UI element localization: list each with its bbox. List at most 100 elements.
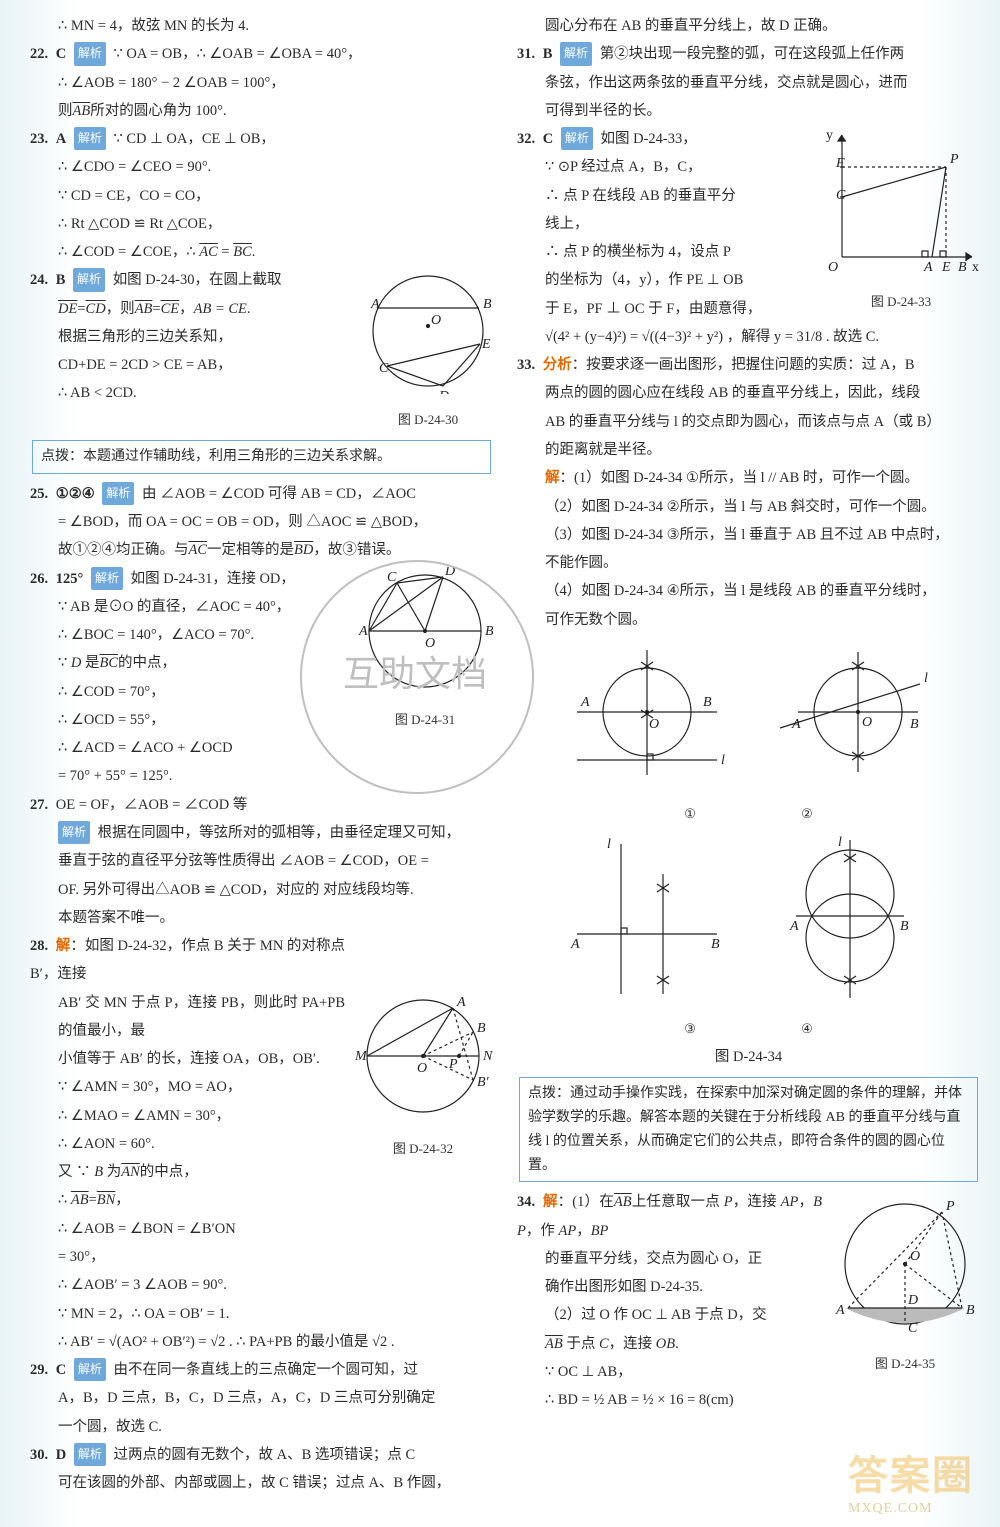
svg-text:B′: B′	[477, 1075, 490, 1090]
index: 25.	[30, 486, 48, 502]
tag-icon: 解析	[560, 42, 592, 65]
svg-text:l: l	[607, 837, 611, 852]
q29: 29. C 解析 由不在同一条直线上的三点确定一个圆可知，过	[30, 1356, 493, 1384]
line: 一个圆，故选 C.	[30, 1413, 493, 1441]
figure-d-24-31: AB O CD 图 D-24-31	[357, 567, 493, 733]
index: 26.	[30, 571, 48, 587]
svg-text:A: A	[580, 695, 590, 710]
q33: 33. 分析：按要求逐一画出图形，把握住问题的实质：过 A，B	[517, 351, 980, 379]
svg-text:N: N	[482, 1049, 493, 1064]
line: ∴ MN = 4，故弦 MN 的长为 4.	[30, 12, 493, 40]
tag-icon: 解析	[73, 268, 105, 291]
line: ∴ AB′ = √(AO² + OB′²) = √2 . ∴ PA+PB 的最小…	[30, 1328, 493, 1356]
logo-text: 答案圈	[848, 1443, 974, 1501]
text: 由不在同一条直线上的三点确定一个圆可知，过	[114, 1362, 419, 1378]
svg-text:O: O	[425, 636, 435, 651]
line: = 70° + 55° = 125°.	[30, 762, 493, 790]
text: 第②块出现一段完整的弧，可在这段弧上任作两	[600, 46, 905, 62]
svg-text:M: M	[354, 1049, 368, 1064]
line: √(4² + (y−4)²) = √((4−3)² + y²) ，解得 y = …	[517, 323, 980, 351]
svg-text:A: A	[789, 919, 799, 934]
svg-text:l: l	[721, 753, 725, 768]
svg-text:O: O	[431, 313, 441, 328]
svg-text:D: D	[907, 1293, 918, 1308]
answer: C	[56, 1362, 66, 1378]
fig-caption: 图 D-24-33	[822, 289, 980, 314]
line: ∴ ∠ACD = ∠ACO + ∠OCD	[30, 734, 493, 762]
sub-label: ②	[801, 806, 813, 821]
svg-text:O: O	[417, 1061, 427, 1076]
index: 33.	[517, 357, 535, 373]
line: 故①②④均正确。与AC一定相等的是BD，故③错误。	[30, 536, 493, 564]
logo-watermark: 答案圈 MXQE.COM	[848, 1443, 974, 1517]
dianbo-box: 点拨：本题通过作辅助线，利用三角形的三边关系求解。	[32, 440, 491, 474]
answer: OE = OF，∠AOB = ∠COD 等	[56, 797, 248, 813]
svg-text:B: B	[910, 717, 919, 732]
svg-text:y: y	[826, 128, 833, 143]
text: ：(1）在AB上任意取一点 P，连接 AP，BP，作 AP，BP	[517, 1194, 822, 1238]
svg-text:B: B	[483, 297, 492, 312]
index: 23.	[30, 131, 48, 147]
svg-text:C: C	[836, 188, 846, 203]
line: 解：(1）如图 D-24-34 ①所示，当 l // AB 时，可作一个圆。	[517, 464, 980, 492]
answer: B	[56, 272, 66, 288]
answer: A	[56, 131, 66, 147]
index: 27.	[30, 797, 48, 813]
sub-label: ①	[684, 806, 696, 821]
line: 垂直于弦的直径平分弦等性质得出 ∠AOB = ∠COD，OE =	[30, 847, 493, 875]
text: 如图 D-24-30，在圆上截取	[113, 272, 282, 288]
tag-icon: 解析	[74, 42, 106, 65]
line: ∴ BD = ½ AB = ½ × 16 = 8(cm)	[517, 1386, 980, 1414]
svg-text:B: B	[966, 1303, 975, 1318]
svg-text:A: A	[456, 995, 466, 1010]
right-col: 圆心分布在 AB 的垂直平分线上，故 D 正确。 31. B 解析 第②块出现一…	[517, 12, 980, 1497]
index: 30.	[30, 1447, 48, 1463]
coord-icon: x y O F C P A E B	[822, 127, 980, 277]
q25: 25. ①②④ 解析 由 ∠AOB = ∠COD 可得 AB = CD，∠AOC	[30, 480, 493, 508]
line: 则AB所对的圆心角为 100°.	[30, 97, 493, 125]
line: ∴ Rt △COD ≌ Rt △COE，	[30, 210, 493, 238]
circle-icon: O AB CE D	[363, 268, 493, 394]
answer: D	[56, 1447, 66, 1463]
text: ∵ OA = OB，∴ ∠OAB = ∠OBA = 40°，	[114, 46, 362, 62]
index: 32.	[517, 131, 535, 147]
answer: ①②④	[56, 486, 95, 502]
line: = ∠BOD，而 OA = OC = OB = OD，则 △AOC ≌ △BOD…	[30, 508, 493, 536]
keyword: 解	[543, 1194, 558, 1210]
fig-caption: 图 D-24-31	[357, 707, 493, 732]
circle-icon: MN O A B B′ P	[353, 992, 493, 1124]
sub-label: ④	[801, 1021, 813, 1036]
index: 29.	[30, 1362, 48, 1378]
logo-url: MXQE.COM	[848, 1501, 974, 1517]
line: ∴ ∠AOB = 180° − 2 ∠OAB = 100°，	[30, 69, 493, 97]
fig-caption: 图 D-24-34	[517, 1043, 980, 1071]
svg-text:A: A	[835, 1303, 845, 1318]
text: 如图 D-24-33，	[601, 131, 697, 147]
tag-icon: 解析	[58, 821, 90, 844]
q31: 31. B 解析 第②块出现一段完整的弧，可在这段弧上任作两	[517, 40, 980, 68]
tag-icon: 解析	[74, 127, 106, 150]
svg-text:O: O	[649, 717, 659, 732]
tag-icon: 解析	[102, 482, 134, 505]
svg-text:O: O	[910, 1249, 920, 1264]
sub-label: ③	[684, 1021, 696, 1036]
svg-text:F: F	[835, 156, 845, 171]
q22: 22. C 解析 ∵ OA = OB，∴ ∠OAB = ∠OBA = 40°，	[30, 40, 493, 68]
line: OF. 另外可得出△AOB ≌ △COD，对应的 对应线段均等.	[30, 876, 493, 904]
svg-text:C: C	[387, 570, 397, 585]
svg-text:B: B	[703, 695, 712, 710]
svg-text:P: P	[448, 1057, 458, 1072]
line: ∴ ∠AOB′ = 3 ∠AOB = 90°.	[30, 1271, 493, 1299]
text: ：如图 D-24-32，作点 B 关于 MN 的对称点 B′，连接	[30, 938, 345, 982]
line: （3）如图 D-24-34 ③所示，当 l 垂直于 AB 且不过 AB 中点时，	[517, 521, 980, 549]
line: （4）如图 D-24-34 ④所示，当 l 是线段 AB 的垂直平分线时，	[517, 577, 980, 605]
line: ∴ AB=BN，	[30, 1186, 493, 1214]
line: ∵ MN = 2，∴ OA = OB′ = 1.	[30, 1300, 493, 1328]
svg-text:A: A	[570, 937, 580, 952]
tag-icon: 解析	[74, 1358, 106, 1381]
line: 又 ∵ B 为AN的中点，	[30, 1158, 493, 1186]
dianbo-box: 点拨：通过动手操作实践，在探索中加深对确定圆的条件的理解，并体验学数学的乐趣。解…	[519, 1077, 978, 1182]
svg-text:x: x	[972, 260, 979, 275]
text: 由 ∠AOB = ∠COD 可得 AB = CD，∠AOC	[142, 486, 416, 502]
svg-text:E: E	[481, 337, 491, 352]
